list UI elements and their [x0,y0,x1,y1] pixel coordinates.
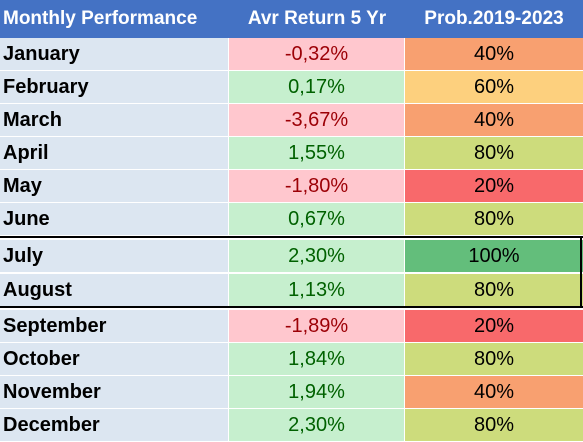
table-row: April 1,55% 80% [0,137,583,170]
header-row: Monthly Performance Avr Return 5 Yr Prob… [0,0,583,38]
header-month[interactable]: Monthly Performance [3,8,198,29]
header-avg-return[interactable]: Avr Return 5 Yr [247,8,387,29]
probability-cell[interactable]: 40% [405,104,583,136]
probability-cell[interactable]: 80% [405,409,583,441]
avg-return-cell[interactable]: 2,30% [229,409,405,441]
probability-cell[interactable]: 20% [405,310,583,342]
header-probability[interactable]: Prob.2019-2023 [424,8,564,29]
table-row: February 0,17% 60% [0,71,583,104]
avg-return-cell[interactable]: 2,30% [229,240,405,272]
probability-cell[interactable]: 100% [405,240,583,272]
avg-return-cell[interactable]: -0,32% [229,38,405,70]
highlight-border-right [580,236,582,308]
avg-return-cell[interactable]: -1,80% [229,170,405,202]
month-cell[interactable]: December [0,409,229,441]
month-cell[interactable]: June [0,203,229,235]
table-row: August 1,13% 80% [0,274,583,307]
highlight-border-bottom [0,306,583,308]
month-cell[interactable]: January [0,38,229,70]
table-row: June 0,67% 80% [0,203,583,236]
table-row: September -1,89% 20% [0,310,583,343]
probability-cell[interactable]: 80% [405,274,583,306]
month-cell[interactable]: July [0,240,229,272]
probability-cell[interactable]: 40% [405,38,583,70]
table-row: January -0,32% 40% [0,38,583,71]
table-row: October 1,84% 80% [0,343,583,376]
month-cell[interactable]: May [0,170,229,202]
probability-cell[interactable]: 20% [405,170,583,202]
month-cell[interactable]: October [0,343,229,375]
probability-cell[interactable]: 80% [405,203,583,235]
month-cell[interactable]: November [0,376,229,408]
avg-return-cell[interactable]: 0,67% [229,203,405,235]
month-cell[interactable]: August [0,274,229,306]
probability-cell[interactable]: 80% [405,137,583,169]
table-row: November 1,94% 40% [0,376,583,409]
avg-return-cell[interactable]: 0,17% [229,71,405,103]
avg-return-cell[interactable]: 1,84% [229,343,405,375]
avg-return-cell[interactable]: 1,94% [229,376,405,408]
avg-return-cell[interactable]: 1,13% [229,274,405,306]
table-row: March -3,67% 40% [0,104,583,137]
table-row: May -1,80% 20% [0,170,583,203]
avg-return-cell[interactable]: 1,55% [229,137,405,169]
avg-return-cell[interactable]: -3,67% [229,104,405,136]
probability-cell[interactable]: 80% [405,343,583,375]
table-row: December 2,30% 80% [0,409,583,442]
table-row: July 2,30% 100% [0,240,583,273]
probability-cell[interactable]: 40% [405,376,583,408]
month-cell[interactable]: April [0,137,229,169]
highlight-border-top [0,236,583,238]
probability-cell[interactable]: 60% [405,71,583,103]
month-cell[interactable]: March [0,104,229,136]
avg-return-cell[interactable]: -1,89% [229,310,405,342]
month-cell[interactable]: February [0,71,229,103]
month-cell[interactable]: September [0,310,229,342]
